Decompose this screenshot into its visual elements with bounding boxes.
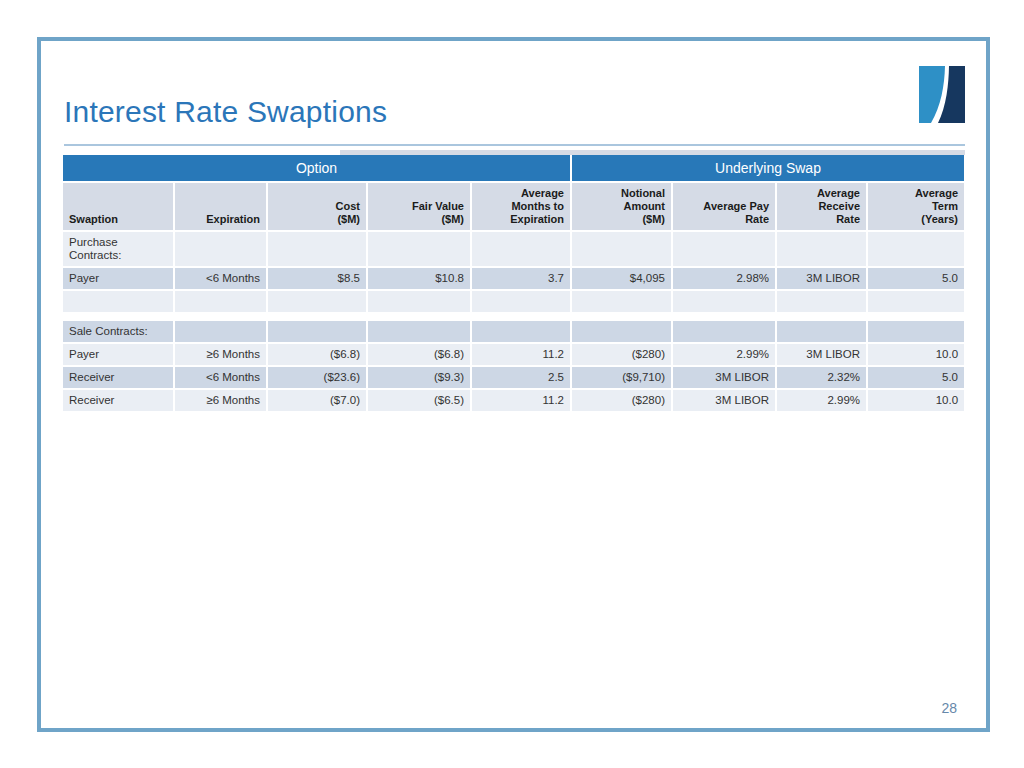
table-cell: <6 Months bbox=[175, 367, 266, 388]
table-cell: ($23.6) bbox=[268, 367, 366, 388]
table-cell: 3M LIBOR bbox=[777, 344, 866, 365]
table-row-receiver-1: Receiver <6 Months ($23.6) ($9.3) 2.5 ($… bbox=[63, 367, 964, 388]
row-label-cell: Payer bbox=[63, 268, 173, 289]
table-cell bbox=[368, 321, 470, 342]
table-cell: 3.7 bbox=[472, 268, 570, 289]
table-cell bbox=[868, 321, 964, 342]
table-cell bbox=[368, 232, 470, 266]
table-cell bbox=[673, 291, 775, 312]
table-cell: 2.98% bbox=[673, 268, 775, 289]
table-cell bbox=[777, 321, 866, 342]
table-spacer-row bbox=[63, 314, 964, 319]
table-cell bbox=[268, 232, 366, 266]
title-divider bbox=[64, 144, 965, 146]
table-cell: 5.0 bbox=[868, 268, 964, 289]
table-cell: $10.8 bbox=[368, 268, 470, 289]
table-cell bbox=[268, 291, 366, 312]
table-cell bbox=[572, 321, 671, 342]
table-cell bbox=[673, 321, 775, 342]
table-cell bbox=[368, 291, 470, 312]
table-cell: 10.0 bbox=[868, 390, 964, 411]
table-cell: 2.32% bbox=[777, 367, 866, 388]
table-group-header-row: Option Underlying Swap bbox=[63, 155, 964, 181]
column-header-cost: Cost ($M) bbox=[268, 183, 366, 230]
table-cell: ($7.0) bbox=[268, 390, 366, 411]
table-row-payer-1: Payer <6 Months $8.5 $10.8 3.7 $4,095 2.… bbox=[63, 268, 964, 289]
table-row-payer-2: Payer ≥6 Months ($6.8) ($6.8) 11.2 ($280… bbox=[63, 344, 964, 365]
swaptions-table: Option Underlying Swap Swaption Expirati… bbox=[61, 153, 966, 413]
group-header-option: Option bbox=[63, 155, 570, 181]
column-header-fair-value: Fair Value ($M) bbox=[368, 183, 470, 230]
column-header-avg-pay-rate: Average Pay Rate bbox=[673, 183, 775, 230]
table-cell bbox=[572, 291, 671, 312]
slide: Interest Rate Swaptions Option Underlyin… bbox=[0, 0, 1024, 768]
column-header-avg-months: Average Months to Expiration bbox=[472, 183, 570, 230]
table-cell bbox=[268, 321, 366, 342]
table-cell: ($6.8) bbox=[268, 344, 366, 365]
brand-logo-icon bbox=[919, 66, 965, 123]
table-cell: 3M LIBOR bbox=[673, 367, 775, 388]
table-cell: 2.99% bbox=[673, 344, 775, 365]
table-column-header-row: Swaption Expiration Cost ($M) Fair Value… bbox=[63, 183, 964, 230]
table-cell: ($9.3) bbox=[368, 367, 470, 388]
table-cell: 3M LIBOR bbox=[777, 268, 866, 289]
table-row-receiver-2: Receiver ≥6 Months ($7.0) ($6.5) 11.2 ($… bbox=[63, 390, 964, 411]
table-cell bbox=[572, 232, 671, 266]
table-cell: ($6.8) bbox=[368, 344, 470, 365]
swaptions-table-container: Option Underlying Swap Swaption Expirati… bbox=[61, 153, 966, 413]
table-cell: ($9,710) bbox=[572, 367, 671, 388]
table-cell bbox=[175, 232, 266, 266]
row-label-cell: Purchase Contracts: bbox=[63, 232, 173, 266]
table-cell: ≥6 Months bbox=[175, 344, 266, 365]
table-cell: ≥6 Months bbox=[175, 390, 266, 411]
table-cell: 5.0 bbox=[868, 367, 964, 388]
table-cell: ($280) bbox=[572, 390, 671, 411]
table-row-blank bbox=[63, 291, 964, 312]
table-cell: <6 Months bbox=[175, 268, 266, 289]
table-cell bbox=[472, 232, 570, 266]
table-row-sale-contracts: Sale Contracts: bbox=[63, 321, 964, 342]
table-cell: 11.2 bbox=[472, 344, 570, 365]
table-cell: 10.0 bbox=[868, 344, 964, 365]
row-label-cell: Payer bbox=[63, 344, 173, 365]
table-cell: 11.2 bbox=[472, 390, 570, 411]
table-cell: 2.99% bbox=[777, 390, 866, 411]
column-header-notional: Notional Amount ($M) bbox=[572, 183, 671, 230]
column-header-swaption: Swaption bbox=[63, 183, 173, 230]
column-header-expiration: Expiration bbox=[175, 183, 266, 230]
table-cell bbox=[777, 291, 866, 312]
table-cell: ($6.5) bbox=[368, 390, 470, 411]
table-cell: 3M LIBOR bbox=[673, 390, 775, 411]
table-cell bbox=[175, 291, 266, 312]
page-number: 28 bbox=[918, 700, 957, 716]
table-cell: $8.5 bbox=[268, 268, 366, 289]
spacer-cell bbox=[63, 314, 964, 319]
column-header-avg-receive-rate: Average Receive Rate bbox=[777, 183, 866, 230]
row-label-cell: Receiver bbox=[63, 367, 173, 388]
column-header-avg-term: Average Term (Years) bbox=[868, 183, 964, 230]
table-cell bbox=[175, 321, 266, 342]
table-row-purchase-contracts: Purchase Contracts: bbox=[63, 232, 964, 266]
table-cell: $4,095 bbox=[572, 268, 671, 289]
group-header-underlying-swap: Underlying Swap bbox=[572, 155, 964, 181]
table-cell: 2.5 bbox=[472, 367, 570, 388]
table-cell bbox=[868, 232, 964, 266]
row-label-cell: Sale Contracts: bbox=[63, 321, 173, 342]
table-cell bbox=[673, 232, 775, 266]
table-cell bbox=[63, 291, 173, 312]
table-cell bbox=[868, 291, 964, 312]
table-cell: ($280) bbox=[572, 344, 671, 365]
table-cell bbox=[472, 291, 570, 312]
table-cell bbox=[777, 232, 866, 266]
row-label-cell: Receiver bbox=[63, 390, 173, 411]
table-cell bbox=[472, 321, 570, 342]
page-title: Interest Rate Swaptions bbox=[64, 95, 387, 129]
